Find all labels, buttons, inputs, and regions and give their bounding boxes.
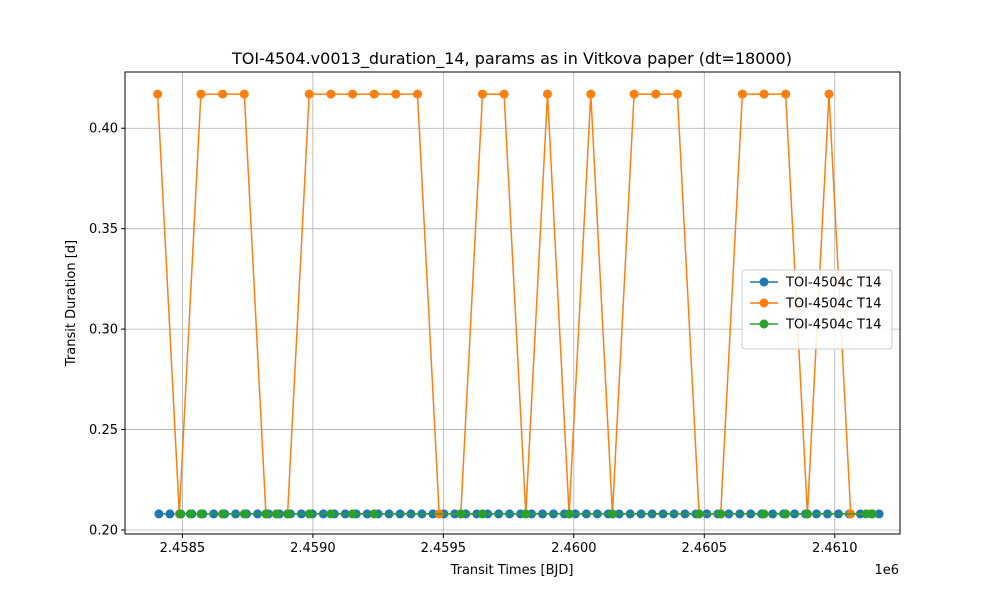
x-tick-label: 2.4600 xyxy=(551,541,597,556)
data-point xyxy=(521,509,531,519)
legend-label: TOI-4504c T14 xyxy=(785,297,882,312)
data-point xyxy=(874,509,884,519)
legend-box xyxy=(741,269,893,350)
data-point xyxy=(165,509,175,519)
x-tick-label: 2.4590 xyxy=(290,541,336,556)
data-point xyxy=(867,509,877,519)
data-point xyxy=(694,509,704,519)
y-tick-label: 0.25 xyxy=(89,423,118,438)
data-point xyxy=(196,89,206,99)
data-point xyxy=(672,89,682,99)
x-axis: 2.4585 2.4590 2.4595 2.4600 2.4605 2.4610 xyxy=(160,534,858,556)
data-point xyxy=(737,89,747,99)
x-tick-label: 2.4605 xyxy=(682,541,728,556)
data-point xyxy=(651,89,661,99)
data-point xyxy=(759,509,769,519)
data-point xyxy=(218,89,228,99)
data-point xyxy=(413,89,423,99)
data-point xyxy=(283,509,293,519)
data-point xyxy=(304,89,314,99)
series-group xyxy=(153,89,884,519)
data-point xyxy=(629,89,639,99)
chart-title: TOI-4504.v0013_duration_14, params as in… xyxy=(231,49,792,69)
y-tick-label: 0.40 xyxy=(89,122,118,137)
legend-marker xyxy=(759,319,769,329)
data-point xyxy=(196,509,206,519)
y-tick-label: 0.35 xyxy=(89,222,118,237)
data-point xyxy=(218,509,228,519)
data-point xyxy=(607,509,617,519)
y-tick-label: 0.20 xyxy=(89,523,118,538)
data-point xyxy=(456,509,466,519)
data-point xyxy=(369,89,379,99)
legend-label: TOI-4504c T14 xyxy=(785,318,882,333)
data-point xyxy=(824,89,834,99)
data-point xyxy=(348,509,358,519)
y-axis-label: Transit Duration [d] xyxy=(64,240,79,367)
data-point xyxy=(154,509,164,519)
data-point xyxy=(348,89,358,99)
data-point xyxy=(271,509,281,519)
data-point xyxy=(175,509,185,519)
data-point xyxy=(802,509,812,519)
data-point xyxy=(391,89,401,99)
legend-label: TOI-4504c T14 xyxy=(785,276,882,291)
data-point xyxy=(781,509,791,519)
legend-marker xyxy=(759,277,769,287)
data-point xyxy=(239,509,249,519)
data-point xyxy=(542,89,552,99)
data-point xyxy=(369,509,379,519)
data-point xyxy=(239,89,249,99)
x-tick-label: 2.4610 xyxy=(812,541,858,556)
data-point xyxy=(861,509,871,519)
legend-marker xyxy=(759,298,769,308)
data-point xyxy=(759,89,769,99)
x-tick-label: 2.4595 xyxy=(421,541,467,556)
x-axis-label: Transit Times [BJD] xyxy=(450,563,574,578)
y-tick-label: 0.30 xyxy=(89,323,118,338)
data-point xyxy=(326,509,336,519)
x-tick-label: 2.4585 xyxy=(160,541,206,556)
data-point xyxy=(564,509,574,519)
legend: TOI-4504c T14 TOI-4504c T14 TOI-4504c T14 xyxy=(741,269,893,350)
data-point xyxy=(586,89,596,99)
data-point xyxy=(477,509,487,519)
data-point xyxy=(499,89,509,99)
data-point xyxy=(781,89,791,99)
data-point xyxy=(261,509,271,519)
data-point xyxy=(185,509,195,519)
data-point xyxy=(304,509,314,519)
x-offset-label: 1e6 xyxy=(874,563,899,578)
data-point xyxy=(716,509,726,519)
y-axis: 0.20 0.25 0.30 0.35 0.40 xyxy=(89,122,125,538)
plot-frame xyxy=(124,71,901,535)
data-point xyxy=(153,89,163,99)
series-3 xyxy=(175,509,877,519)
data-point xyxy=(477,89,487,99)
data-point xyxy=(326,89,336,99)
